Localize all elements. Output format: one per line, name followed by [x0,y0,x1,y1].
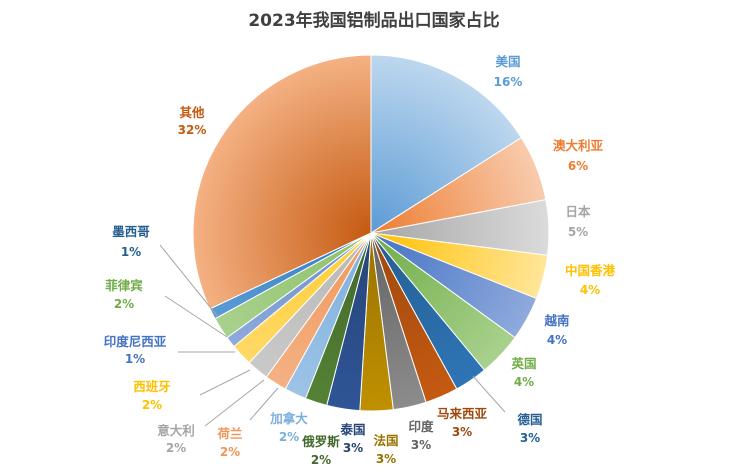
slice-label-value: 5% [568,225,588,239]
leader-line [164,295,228,338]
slice-label-name: 荷兰 [216,426,243,441]
slice-label-value: 3% [343,441,363,455]
slice-label-name: 法国 [373,433,398,448]
slice-label-name: 澳大利亚 [553,138,604,153]
leader-line [204,379,265,427]
leader-line [472,375,506,413]
slice-label-name: 俄罗斯 [301,434,340,449]
slice-label-value: 3% [411,438,431,452]
slice-label-value: 3% [520,431,540,445]
leader-lines [159,244,506,427]
slice-label-name: 其他 [179,105,205,120]
slice-label-value: 2% [279,430,299,444]
chart-title: 2023年我国铝制品出口国家占比 [248,10,499,31]
pie-slice [192,54,372,310]
pie-slices [192,54,550,412]
slice-label-value: 3% [452,425,472,439]
slice-label-name: 英国 [511,356,536,371]
slice-label-value: 4% [547,333,567,347]
slice-label-name: 中国香港 [565,263,616,278]
slice-label-value: 2% [311,453,331,467]
slice-label-name: 德国 [517,412,542,427]
slice-label-name: 西班牙 [133,379,171,394]
slice-label-name: 菲律宾 [105,278,143,293]
slice-label-value: 2% [220,445,240,459]
slice-label-name: 印度尼西亚 [104,334,167,349]
slice-label-value: 4% [580,283,600,297]
slice-label-value: 16% [494,75,523,89]
slice-label-name: 美国 [495,54,520,69]
slice-labels: 美国 16% 澳大利亚 6% 日本 5% 中国香港 4% 越南 4% 英国 4% 德国 3% 马来西亚 3% 印… [104,54,616,467]
pie-slice [370,54,522,234]
slice-label-value: 4% [514,375,534,389]
slice-label-name: 泰国 [339,422,365,437]
leader-line [249,387,279,421]
slice-label-name: 印度 [408,419,434,434]
slice-label-name: 墨西哥 [112,224,150,239]
slice-label-value: 2% [142,398,162,412]
slice-label-name: 越南 [543,313,570,328]
slice-label-name: 日本 [565,204,591,219]
slice-label-value: 3% [376,452,396,466]
slice-label-value: 2% [114,297,134,311]
slice-label-name: 马来西亚 [437,406,488,421]
slice-label-value: 2% [166,441,186,455]
leader-line [159,244,219,318]
leader-line [199,369,251,396]
slice-label-value: 1% [121,245,141,259]
slice-label-name: 意大利 [157,423,195,438]
slice-label-value: 1% [125,352,145,366]
slice-label-name: 加拿大 [269,411,308,426]
slice-label-value: 32% [178,123,207,137]
slice-label-value: 6% [568,159,588,173]
